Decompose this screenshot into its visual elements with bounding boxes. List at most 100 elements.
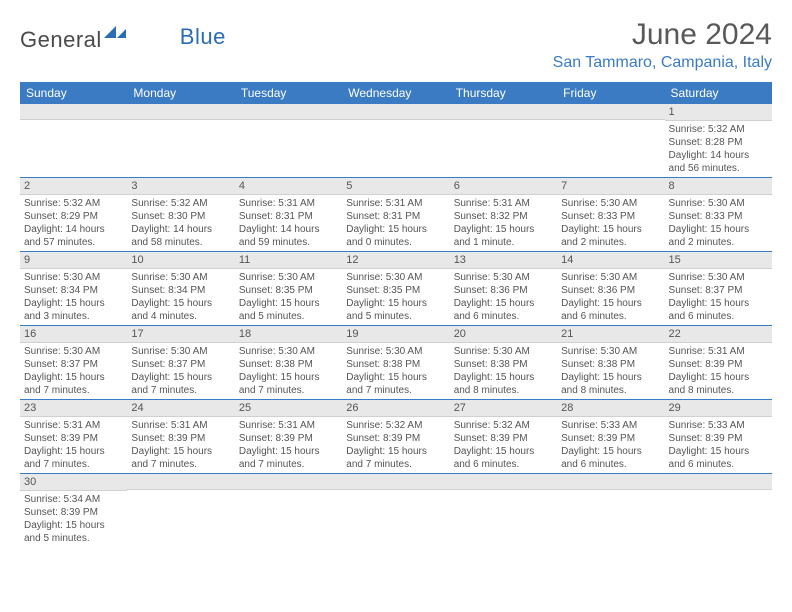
sunset-text: Sunset: 8:39 PM [131,432,230,445]
sunrise-text: Sunrise: 5:31 AM [131,419,230,432]
day-details: Sunrise: 5:31 AMSunset: 8:31 PMDaylight:… [342,195,449,251]
calendar-day-cell: 28Sunrise: 5:33 AMSunset: 8:39 PMDayligh… [557,400,664,474]
day-number [235,104,342,120]
sunset-text: Sunset: 8:37 PM [24,358,123,371]
day-details: Sunrise: 5:30 AMSunset: 8:37 PMDaylight:… [127,343,234,399]
calendar-day-cell: 20Sunrise: 5:30 AMSunset: 8:38 PMDayligh… [450,326,557,400]
calendar-day-cell: 4Sunrise: 5:31 AMSunset: 8:31 PMDaylight… [235,178,342,252]
daylight-text: Daylight: 15 hours and 0 minutes. [346,223,445,249]
day-number: 26 [342,400,449,417]
day-details: Sunrise: 5:31 AMSunset: 8:31 PMDaylight:… [235,195,342,251]
sunrise-text: Sunrise: 5:31 AM [24,419,123,432]
day-number: 12 [342,252,449,269]
brand-logo: General Blue [20,18,226,53]
day-number [450,474,557,490]
day-details: Sunrise: 5:30 AMSunset: 8:34 PMDaylight:… [20,269,127,325]
weekday-header: Friday [557,82,664,104]
sunset-text: Sunset: 8:39 PM [669,358,768,371]
calendar-day-cell [557,474,664,548]
daylight-text: Daylight: 15 hours and 7 minutes. [131,445,230,471]
day-number: 8 [665,178,772,195]
sunset-text: Sunset: 8:33 PM [561,210,660,223]
daylight-text: Daylight: 15 hours and 6 minutes. [561,445,660,471]
sunrise-text: Sunrise: 5:31 AM [669,345,768,358]
daylight-text: Daylight: 14 hours and 58 minutes. [131,223,230,249]
sunrise-text: Sunrise: 5:30 AM [131,271,230,284]
daylight-text: Daylight: 15 hours and 7 minutes. [24,371,123,397]
day-details: Sunrise: 5:30 AMSunset: 8:38 PMDaylight:… [235,343,342,399]
day-number [557,474,664,490]
day-details: Sunrise: 5:32 AMSunset: 8:29 PMDaylight:… [20,195,127,251]
sunrise-text: Sunrise: 5:32 AM [346,419,445,432]
calendar-day-cell: 27Sunrise: 5:32 AMSunset: 8:39 PMDayligh… [450,400,557,474]
daylight-text: Daylight: 14 hours and 56 minutes. [669,149,768,175]
day-number: 13 [450,252,557,269]
calendar-day-cell: 21Sunrise: 5:30 AMSunset: 8:38 PMDayligh… [557,326,664,400]
sunset-text: Sunset: 8:37 PM [131,358,230,371]
day-number: 9 [20,252,127,269]
sunrise-text: Sunrise: 5:30 AM [239,345,338,358]
day-number: 16 [20,326,127,343]
sunrise-text: Sunrise: 5:31 AM [346,197,445,210]
calendar-day-cell [557,104,664,178]
day-number: 28 [557,400,664,417]
calendar-day-cell: 10Sunrise: 5:30 AMSunset: 8:34 PMDayligh… [127,252,234,326]
sunrise-text: Sunrise: 5:31 AM [454,197,553,210]
calendar-day-cell: 30Sunrise: 5:34 AMSunset: 8:39 PMDayligh… [20,474,127,548]
sunset-text: Sunset: 8:36 PM [454,284,553,297]
day-details: Sunrise: 5:33 AMSunset: 8:39 PMDaylight:… [665,417,772,473]
daylight-text: Daylight: 15 hours and 5 minutes. [346,297,445,323]
daylight-text: Daylight: 15 hours and 1 minute. [454,223,553,249]
day-details: Sunrise: 5:32 AMSunset: 8:39 PMDaylight:… [450,417,557,473]
day-number [127,104,234,120]
weekday-header: Tuesday [235,82,342,104]
daylight-text: Daylight: 14 hours and 57 minutes. [24,223,123,249]
sunset-text: Sunset: 8:39 PM [346,432,445,445]
day-number: 23 [20,400,127,417]
sunset-text: Sunset: 8:34 PM [24,284,123,297]
daylight-text: Daylight: 15 hours and 2 minutes. [669,223,768,249]
sunset-text: Sunset: 8:39 PM [561,432,660,445]
sunrise-text: Sunrise: 5:30 AM [131,345,230,358]
day-number: 5 [342,178,449,195]
calendar-day-cell [235,474,342,548]
day-details: Sunrise: 5:31 AMSunset: 8:39 PMDaylight:… [20,417,127,473]
weekday-header: Monday [127,82,234,104]
page-header: General Blue June 2024 San Tammaro, Camp… [20,18,772,72]
sunrise-text: Sunrise: 5:30 AM [454,271,553,284]
daylight-text: Daylight: 15 hours and 6 minutes. [454,445,553,471]
calendar-day-cell: 29Sunrise: 5:33 AMSunset: 8:39 PMDayligh… [665,400,772,474]
day-details: Sunrise: 5:31 AMSunset: 8:32 PMDaylight:… [450,195,557,251]
sunrise-text: Sunrise: 5:32 AM [669,123,768,136]
weekday-header: Saturday [665,82,772,104]
daylight-text: Daylight: 15 hours and 8 minutes. [454,371,553,397]
calendar-day-cell: 1Sunrise: 5:32 AMSunset: 8:28 PMDaylight… [665,104,772,178]
sunrise-text: Sunrise: 5:30 AM [239,271,338,284]
day-number: 11 [235,252,342,269]
day-details: Sunrise: 5:30 AMSunset: 8:36 PMDaylight:… [557,269,664,325]
calendar-day-cell: 12Sunrise: 5:30 AMSunset: 8:35 PMDayligh… [342,252,449,326]
day-number: 6 [450,178,557,195]
calendar-day-cell: 15Sunrise: 5:30 AMSunset: 8:37 PMDayligh… [665,252,772,326]
sunrise-text: Sunrise: 5:30 AM [346,345,445,358]
sunset-text: Sunset: 8:36 PM [561,284,660,297]
calendar-week-row: 23Sunrise: 5:31 AMSunset: 8:39 PMDayligh… [20,400,772,474]
daylight-text: Daylight: 15 hours and 5 minutes. [239,297,338,323]
sunset-text: Sunset: 8:39 PM [239,432,338,445]
day-number [20,104,127,120]
calendar-day-cell [342,474,449,548]
flag-icon [104,26,126,47]
calendar-day-cell: 13Sunrise: 5:30 AMSunset: 8:36 PMDayligh… [450,252,557,326]
sunset-text: Sunset: 8:39 PM [24,506,123,519]
sunset-text: Sunset: 8:32 PM [454,210,553,223]
day-number: 30 [20,474,127,491]
sunset-text: Sunset: 8:39 PM [24,432,123,445]
sunrise-text: Sunrise: 5:34 AM [24,493,123,506]
day-details: Sunrise: 5:30 AMSunset: 8:33 PMDaylight:… [665,195,772,251]
sunset-text: Sunset: 8:29 PM [24,210,123,223]
calendar-day-cell: 8Sunrise: 5:30 AMSunset: 8:33 PMDaylight… [665,178,772,252]
calendar-day-cell [342,104,449,178]
day-details: Sunrise: 5:32 AMSunset: 8:39 PMDaylight:… [342,417,449,473]
day-number [235,474,342,490]
calendar-day-cell [450,474,557,548]
